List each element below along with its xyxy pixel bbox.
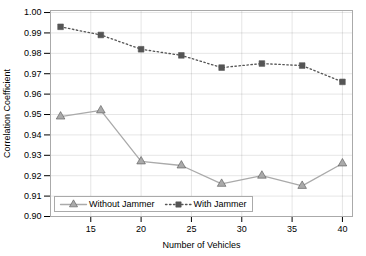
svg-text:30: 30 <box>237 224 247 234</box>
svg-text:0.95: 0.95 <box>24 109 42 119</box>
svg-text:0.90: 0.90 <box>24 211 42 221</box>
svg-text:35: 35 <box>287 224 297 234</box>
svg-text:25: 25 <box>186 224 196 234</box>
html-text:With Jammer: With Jammer <box>193 199 247 209</box>
svg-text:40: 40 <box>337 224 347 234</box>
svg-text:0.97: 0.97 <box>24 69 42 79</box>
svg-text:0.99: 0.99 <box>24 28 42 38</box>
svg-text:0.91: 0.91 <box>24 191 42 201</box>
svg-text:1.00: 1.00 <box>24 7 42 17</box>
svg-text:15: 15 <box>86 224 96 234</box>
html-text:Without Jammer: Without Jammer <box>89 199 155 209</box>
svg-text:20: 20 <box>136 224 146 234</box>
svg-text:0.94: 0.94 <box>24 130 42 140</box>
svg-text:Correlation Coefficient: Correlation Coefficient <box>2 69 12 158</box>
svg-text:0.96: 0.96 <box>24 89 42 99</box>
svg-text:0.98: 0.98 <box>24 48 42 58</box>
svg-text:Number of Vehicles: Number of Vehicles <box>162 240 241 250</box>
svg-text:0.92: 0.92 <box>24 171 42 181</box>
svg-text:0.93: 0.93 <box>24 150 42 160</box>
